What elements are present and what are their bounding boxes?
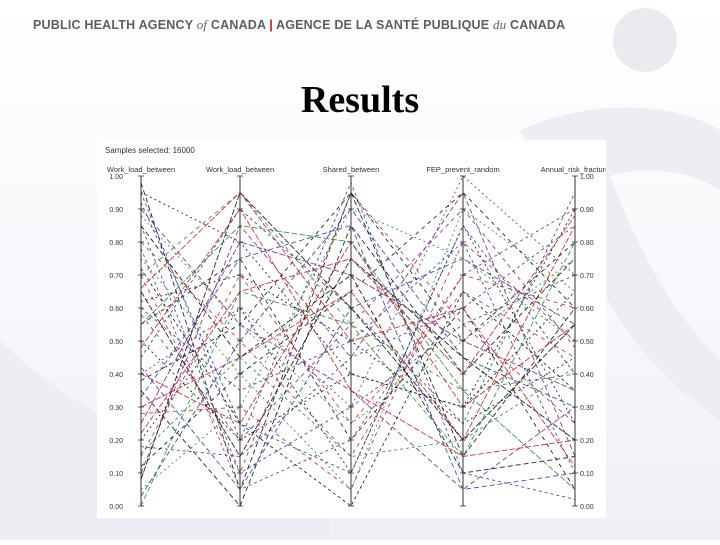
series-line (140, 225, 576, 457)
series-line (140, 224, 576, 474)
header-fr-part1: AGENCE DE LA SANTÉ PUBLIQUE (275, 18, 493, 32)
series-line (140, 191, 576, 391)
series-line (140, 181, 576, 500)
right-tick-label: 0.60 (580, 306, 594, 313)
agency-wordmark: PUBLIC HEALTH AGENCY of CANADA | AGENCE DE… (33, 17, 565, 33)
header-en-of: of (196, 17, 208, 32)
series-line (140, 208, 576, 491)
axis-label: Work_load_between (206, 165, 274, 174)
series-line (140, 257, 576, 458)
left-tick-label: 0.80 (109, 240, 123, 247)
series-line (140, 191, 576, 480)
header-separator: | (269, 18, 273, 32)
right-tick-label: 1.00 (580, 174, 594, 181)
header-fr-part2: CANADA (506, 18, 566, 32)
right-tick-label: 0.40 (580, 372, 594, 379)
left-tick-label: 0.50 (109, 339, 123, 346)
right-tick-label: 0.30 (580, 405, 594, 412)
series-line (140, 208, 576, 497)
series-line (140, 224, 576, 490)
series-line (140, 208, 576, 441)
left-tick-label: 0.90 (109, 207, 123, 214)
series-line (140, 202, 576, 474)
series-line (140, 191, 576, 467)
chart-canvas: Samples selected: 16000 Work_load_between… (105, 146, 606, 511)
left-tick-label: 1.00 (109, 174, 123, 181)
parallel-coordinates-chart: Samples selected: 16000 Work_load_between… (97, 140, 606, 518)
right-tick-label: 0.70 (580, 273, 594, 280)
series-line (140, 191, 576, 467)
series-line (140, 208, 576, 490)
series-line (140, 241, 576, 491)
series-line (140, 268, 576, 507)
series-line (140, 208, 576, 457)
axis-label: FEP_prevent_random (426, 165, 499, 174)
series-line (140, 208, 576, 491)
series-line (140, 241, 576, 474)
left-tick-label: 0.10 (109, 471, 123, 478)
right-tick-label: 0.00 (580, 504, 594, 511)
series-line (140, 208, 576, 491)
right-tick-label: 0.50 (580, 339, 594, 346)
right-tick-label: 0.20 (580, 438, 594, 445)
left-tick-label: 0.60 (109, 306, 123, 313)
series-line (140, 225, 576, 474)
series-line (140, 225, 576, 441)
series-line (140, 241, 576, 458)
series-line (140, 182, 576, 491)
left-tick-label: 0.40 (109, 372, 123, 379)
header-en-part1: PUBLIC HEALTH AGENCY (33, 18, 197, 32)
header-en-part2: CANADA (207, 18, 267, 32)
series-line (140, 191, 576, 474)
left-tick-label: 0.70 (109, 273, 123, 280)
left-tick-label: 0.20 (109, 438, 123, 445)
axis-label: Work_load_between (107, 165, 175, 174)
series-line (140, 191, 576, 381)
left-tick-label: 0.30 (109, 405, 123, 412)
header-fr-du: du (492, 17, 507, 32)
series-line (140, 208, 576, 441)
agency-header: PUBLIC HEALTH AGENCY of CANADA | AGENCE DE… (0, 0, 720, 52)
chart-title: Samples selected: 16000 (105, 146, 195, 155)
series-line (140, 225, 576, 474)
axis-label: Annual_risk_fracture (541, 165, 606, 174)
right-tick-label: 0.80 (580, 240, 594, 247)
right-tick-label: 0.90 (580, 207, 594, 214)
axis-label: Shared_between (323, 165, 380, 174)
left-tick-label: 0.00 (109, 504, 123, 511)
right-tick-label: 0.10 (580, 471, 594, 478)
series-line (140, 356, 576, 457)
slide-title: Results (300, 79, 420, 121)
series-line (140, 274, 576, 425)
